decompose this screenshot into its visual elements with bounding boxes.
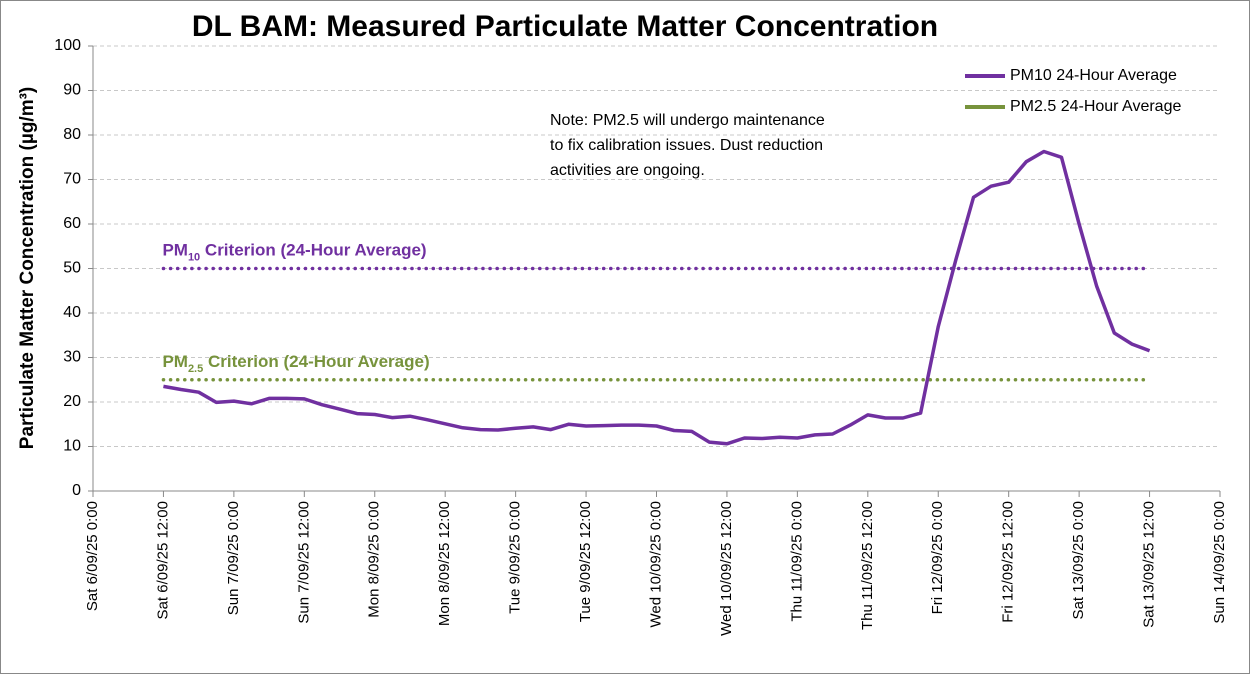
criterion-label-main: PM <box>162 352 188 371</box>
x-tick-label: Fri 12/09/25 0:00 <box>929 501 946 614</box>
criterion-label: PM10 Criterion (24-Hour Average) <box>162 241 426 264</box>
y-tick-label: 0 <box>72 482 81 499</box>
x-tick-label: Tue 9/09/25 12:00 <box>577 501 594 622</box>
x-tick-label: Mon 8/09/25 0:00 <box>366 501 383 618</box>
note: to fix calibration issues. Dust reductio… <box>550 137 823 154</box>
y-tick-label: 40 <box>63 304 81 321</box>
y-tick-label: 60 <box>63 215 81 232</box>
chart-title: DL BAM: Measured Particulate Matter Conc… <box>192 10 938 43</box>
note: activities are ongoing. <box>550 162 705 179</box>
y-tick-label: 10 <box>63 438 81 455</box>
y-tick-label: 100 <box>54 37 81 54</box>
criterion-label-main: PM <box>162 241 188 260</box>
criterion-label: PM2.5 Criterion (24-Hour Average) <box>162 352 429 375</box>
x-tick-label: Sat 6/09/25 12:00 <box>154 501 171 619</box>
x-tick-label: Wed 10/09/25 12:00 <box>718 501 735 636</box>
y-tick-label: 50 <box>63 260 81 277</box>
y-tick-label: 20 <box>63 393 81 410</box>
x-tick-label: Tue 9/09/25 0:00 <box>507 501 524 614</box>
criterion-label-rest: Criterion (24-Hour Average) <box>203 352 429 371</box>
legend-label: PM2.5 24-Hour Average <box>1010 98 1181 115</box>
series-line <box>163 149 1151 446</box>
x-tick-label: Mon 8/09/25 12:00 <box>436 501 453 626</box>
y-tick-label: 80 <box>63 126 81 143</box>
x-tick-label: Fri 12/09/25 12:00 <box>1000 501 1017 623</box>
x-tick-label: Sat 6/09/25 0:00 <box>84 501 101 611</box>
y-tick-label: 70 <box>63 171 81 188</box>
note: Note: PM2.5 will undergo maintenance <box>550 112 825 129</box>
criterion-label-sub: 2.5 <box>188 363 203 375</box>
y-tick-label: 90 <box>63 82 81 99</box>
x-tick-label: Sun 7/09/25 0:00 <box>225 501 242 615</box>
criterion-label-sub: 10 <box>188 252 200 264</box>
x-tick-label: Sun 14/09/25 0:00 <box>1211 501 1228 624</box>
criterion-label-rest: Criterion (24-Hour Average) <box>200 241 426 260</box>
x-tick-label: Sat 13/09/25 12:00 <box>1141 501 1158 628</box>
x-tick-label: Wed 10/09/25 0:00 <box>647 501 664 628</box>
legend-label: PM10 24-Hour Average <box>1010 67 1177 84</box>
x-tick-label: Sun 7/09/25 12:00 <box>295 501 312 624</box>
y-tick-label: 30 <box>63 349 81 366</box>
x-tick-label: Thu 11/09/25 12:00 <box>859 501 876 630</box>
y-axis-title: Particulate Matter Concentration (µg/m³) <box>17 87 38 449</box>
x-tick-label: Sat 13/09/25 0:00 <box>1070 501 1087 619</box>
x-tick-label: Thu 11/09/25 0:00 <box>788 501 805 622</box>
